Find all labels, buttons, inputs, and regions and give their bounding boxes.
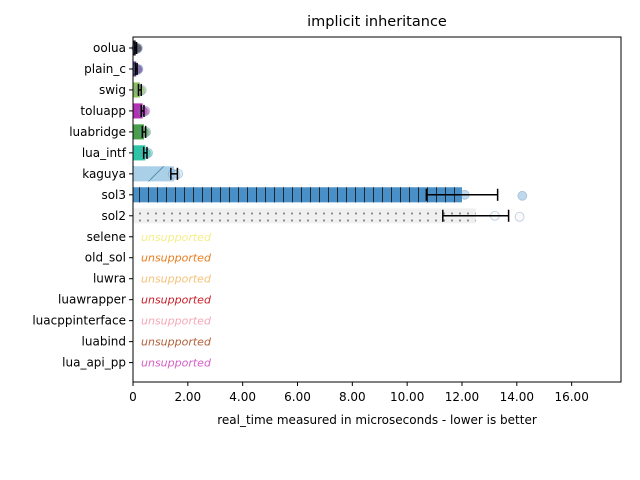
x-tick-label-7: 14.00 xyxy=(500,390,534,404)
y-label-lua-intf: lua_intf xyxy=(82,146,127,160)
point-sol3-1 xyxy=(517,190,528,201)
unsupported-label-luwra: unsupported xyxy=(141,273,212,286)
x-tick-label-6: 12.00 xyxy=(445,390,479,404)
y-label-luawrapper: luawrapper xyxy=(58,293,126,307)
x-tick-label-2: 4.00 xyxy=(229,390,256,404)
unsupported-label-luabind: unsupported xyxy=(141,336,212,349)
y-label-selene: selene xyxy=(87,230,126,244)
bar-luabridge xyxy=(133,124,144,140)
x-tick-label-3: 6.00 xyxy=(284,390,311,404)
y-label-luabind: luabind xyxy=(82,335,126,349)
x-tick-label-1: 2.00 xyxy=(174,390,201,404)
plot-frame xyxy=(132,36,622,383)
x-tick-labels: 0 2.00 4.00 6.00 8.00 10.00 12.00 14.00 16.00 xyxy=(129,382,589,404)
y-label-plain-c: plain_c xyxy=(84,62,126,76)
y-label-luacppinterface: luacppinterface xyxy=(32,314,126,328)
x-tick-label-0: 0 xyxy=(129,390,137,404)
x-axis-label: real_time measured in microseconds - low… xyxy=(217,413,537,427)
y-label-sol3: sol3 xyxy=(101,188,126,202)
unsupported-label-old-sol: unsupported xyxy=(141,252,212,265)
bar-toluapp xyxy=(133,103,143,119)
bar-lua-intf xyxy=(133,145,146,161)
x-tick-label-8: 16.00 xyxy=(554,390,588,404)
bar-plain-c xyxy=(133,61,137,77)
y-label-luabridge: luabridge xyxy=(69,125,126,139)
unsupported-label-luacppinterface: unsupported xyxy=(141,315,212,328)
y-label-luwra: luwra xyxy=(93,272,126,286)
y-label-lua-api-pp: lua_api_pp xyxy=(62,356,126,370)
bar-swig xyxy=(133,82,140,98)
x-tick-label-5: 10.00 xyxy=(390,390,424,404)
y-label-kaguya: kaguya xyxy=(82,167,126,181)
y-label-old-sol: old_sol xyxy=(85,251,126,265)
x-tick-label-4: 8.00 xyxy=(339,390,366,404)
y-label-sol2: sol2 xyxy=(101,209,126,223)
unsupported-label-luawrapper: unsupported xyxy=(141,294,212,307)
point-sol2-1 xyxy=(514,211,525,222)
bar-hatch-sol3 xyxy=(133,187,462,203)
unsupported-label-lua-api-pp: unsupported xyxy=(141,357,212,370)
point-plain-c-2 xyxy=(133,64,144,74)
y-label-toluapp: toluapp xyxy=(80,104,126,118)
y-label-oolua: oolua xyxy=(93,41,126,55)
bar-hatch-kaguya xyxy=(133,166,175,182)
bars-layer: unsupported unsupported unsupported unsuppo… xyxy=(131,40,528,370)
unsupported-label-selene: unsupported xyxy=(141,231,212,244)
chart-title: implicit inheritance xyxy=(307,14,447,30)
y-label-swig: swig xyxy=(99,83,126,97)
bar-hatch-sol2 xyxy=(133,208,476,224)
